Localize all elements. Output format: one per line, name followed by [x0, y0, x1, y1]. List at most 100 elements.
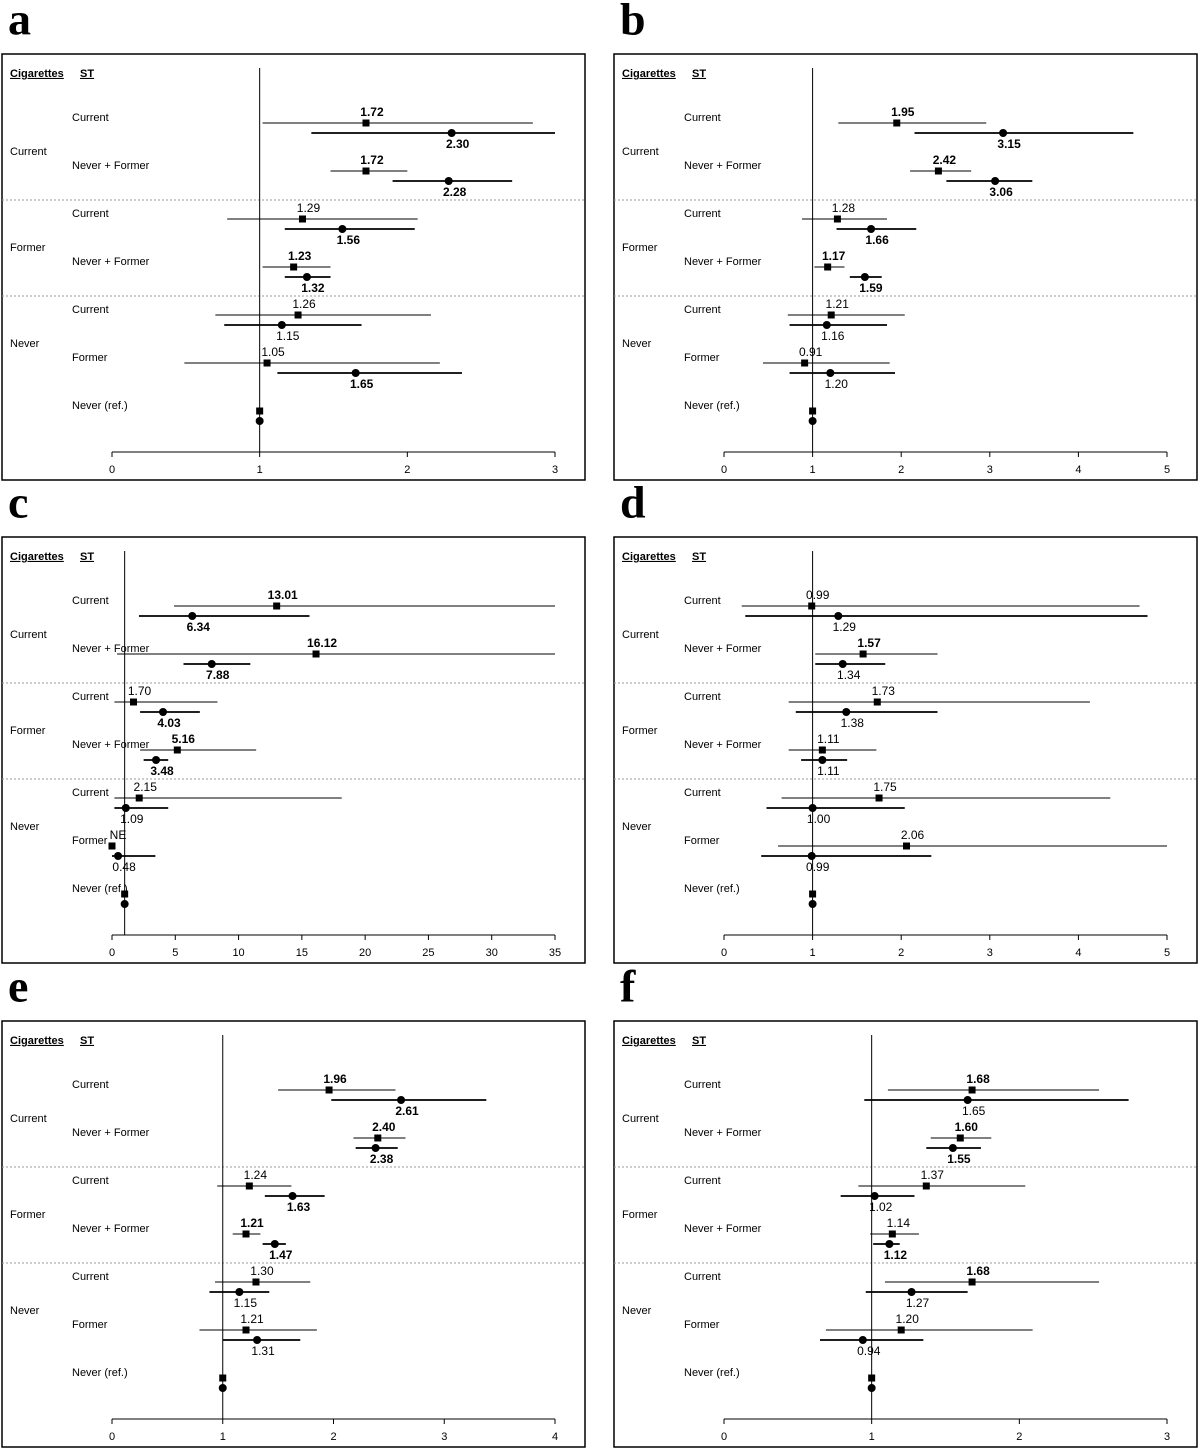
value-label: 1.60 [955, 1120, 979, 1134]
row-label: Never + Former [72, 643, 150, 655]
value-label: 1.65 [350, 377, 374, 391]
square-marker [173, 746, 181, 754]
group-label: Former [10, 1209, 46, 1221]
square-marker [809, 890, 817, 898]
square-marker [801, 359, 809, 367]
value-label: 1.55 [947, 1152, 971, 1166]
column-header: ST [692, 551, 706, 563]
value-label: 1.11 [817, 764, 840, 778]
circle-marker [999, 129, 1008, 137]
value-label: 1.57 [857, 636, 881, 650]
row-label: Current [72, 304, 109, 316]
square-marker [888, 1230, 896, 1238]
row-label: Former [72, 835, 108, 847]
row-label: Never (ref.) [684, 1367, 740, 1379]
group-label: Former [10, 725, 46, 737]
value-label: 1.23 [288, 249, 312, 263]
square-marker [362, 119, 370, 127]
value-label: 1.31 [251, 1344, 275, 1358]
column-header: Cigarettes [10, 1035, 64, 1047]
value-label: 1.59 [859, 281, 883, 295]
circle-marker [818, 756, 827, 764]
square-marker [245, 1182, 253, 1190]
circle-marker [867, 225, 876, 233]
square-marker [809, 407, 817, 415]
row-label: Never (ref.) [72, 883, 128, 895]
value-label: 1.38 [841, 716, 865, 730]
column-header: ST [80, 1035, 94, 1047]
group-label: Current [10, 146, 47, 158]
value-label: 1.21 [240, 1312, 264, 1326]
row-label: Never (ref.) [684, 400, 740, 412]
value-label: 2.61 [395, 1104, 419, 1118]
circle-marker [253, 1336, 262, 1344]
x-tick-label: 1 [869, 1431, 875, 1443]
row-label: Current [72, 595, 109, 607]
value-label: 2.06 [901, 828, 925, 842]
group-label: Current [622, 629, 659, 641]
square-marker [868, 1374, 876, 1382]
row-label: Never + Former [72, 739, 150, 751]
row-label: Never + Former [684, 739, 762, 751]
circle-marker [870, 1192, 879, 1200]
square-marker [362, 167, 370, 175]
x-tick-label: 1 [220, 1431, 226, 1443]
value-label: 1.96 [323, 1072, 347, 1086]
value-label: 0.99 [806, 860, 830, 874]
row-label: Former [684, 352, 720, 364]
value-label: 1.72 [360, 153, 384, 167]
square-marker [108, 842, 116, 850]
square-marker [903, 842, 911, 850]
row-label: Never + Former [72, 1127, 150, 1139]
square-marker [242, 1326, 250, 1334]
x-tick-label: 20 [359, 947, 371, 959]
value-label: 2.38 [370, 1152, 394, 1166]
group-label: Never [10, 821, 40, 833]
circle-marker [867, 1384, 876, 1392]
x-tick-label: 3 [1164, 1431, 1170, 1443]
square-marker [833, 215, 841, 223]
value-label: 1.20 [896, 1312, 920, 1326]
x-tick-label: 2 [898, 947, 904, 959]
value-label: 1.27 [906, 1296, 930, 1310]
circle-marker [159, 708, 168, 716]
circle-marker [822, 321, 831, 329]
square-marker [922, 1182, 930, 1190]
value-label: 1.26 [292, 297, 316, 311]
value-label: 16.12 [307, 636, 337, 650]
group-label: Former [622, 242, 658, 254]
x-tick-label: 1 [810, 464, 816, 476]
square-marker [294, 311, 302, 319]
group-label: Never [622, 821, 652, 833]
square-marker [934, 167, 942, 175]
value-label: 1.32 [301, 281, 325, 295]
panel-frame [613, 536, 1198, 964]
row-label: Current [684, 1271, 721, 1283]
square-marker [290, 263, 298, 271]
square-marker [135, 794, 143, 802]
circle-marker [808, 417, 817, 425]
circle-marker [963, 1096, 972, 1104]
x-tick-label: 0 [721, 464, 727, 476]
value-label: 3.48 [150, 764, 174, 778]
square-marker [242, 1230, 250, 1238]
x-tick-label: 3 [987, 947, 993, 959]
square-marker [256, 407, 264, 415]
square-marker [252, 1278, 260, 1286]
circle-marker [991, 177, 1000, 185]
column-header: Cigarettes [10, 551, 64, 563]
x-tick-label: 0 [721, 947, 727, 959]
circle-marker [207, 660, 216, 668]
circle-marker [858, 1336, 867, 1344]
square-marker [897, 1326, 905, 1334]
panel-letter: d [620, 477, 646, 528]
x-tick-label: 35 [549, 947, 561, 959]
circle-marker [807, 852, 816, 860]
square-marker [968, 1086, 976, 1094]
value-label: 1.02 [869, 1200, 893, 1214]
square-marker [893, 119, 901, 127]
value-label: 1.66 [865, 233, 889, 247]
value-label: 2.28 [443, 185, 467, 199]
panel-frame [613, 1020, 1198, 1448]
